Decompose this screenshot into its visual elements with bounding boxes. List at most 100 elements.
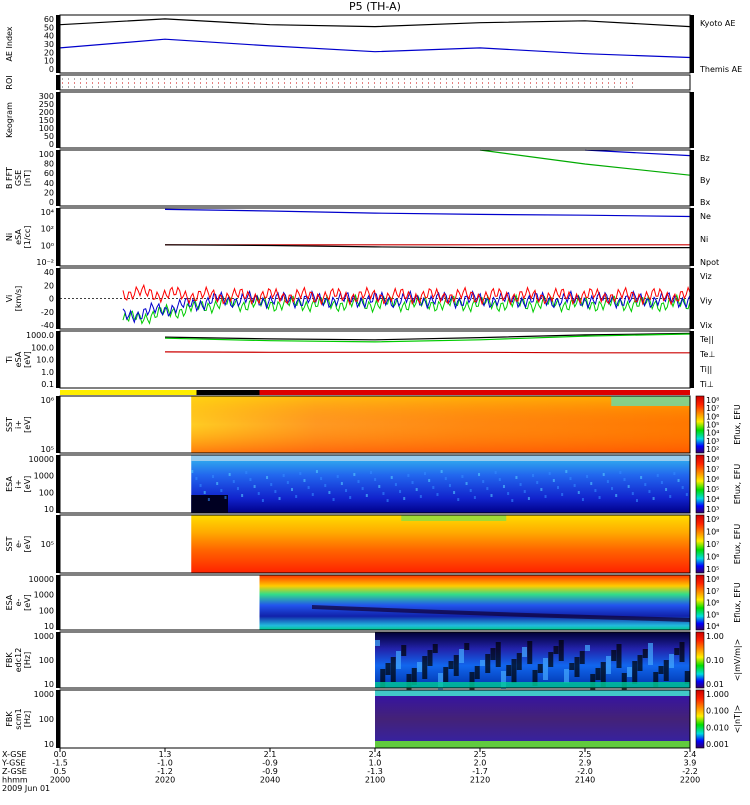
x-tick-label: 2100 — [365, 776, 385, 785]
y-tick-label: 100 — [39, 606, 54, 615]
y-tick-label: 10⁴ — [41, 208, 54, 217]
colorbar-tick-label: 10⁸ — [706, 575, 719, 584]
fbk-edc12-texture-pixel — [553, 646, 559, 654]
fbk-edc12-texture-pixel — [585, 645, 590, 651]
x-tick-label: 2.9 — [579, 759, 592, 768]
esa-ion-texture-pixel — [378, 485, 381, 488]
esa-ion-texture-pixel — [349, 496, 352, 499]
x-tick-label: -1.3 — [367, 767, 383, 776]
left-tick-strip — [56, 15, 60, 73]
y-axis-label: SST — [5, 536, 14, 551]
fbk-edc12-texture-pixel — [427, 650, 433, 666]
left-tick-strip — [56, 515, 60, 573]
y-tick-label: 10⁰ — [41, 241, 54, 250]
y-tick-label: 100.0 — [31, 343, 54, 352]
fbk-edc12-texture-pixel — [532, 670, 538, 686]
colorbar-tick-label: 10² — [706, 445, 719, 454]
colorbar-tick-label: 10⁴ — [706, 622, 719, 631]
colorbar-unit-label: Eflux, EFU — [733, 582, 742, 623]
fbk-edc12-texture-pixel — [527, 641, 533, 664]
x-tick-label: 2.1 — [264, 750, 277, 759]
fbk-scm1-spectrogram — [375, 690, 690, 748]
esa-ion-texture-pixel — [340, 482, 343, 485]
colorbar-tick-label: 10⁴ — [706, 429, 719, 438]
esa-ion-texture-pixel — [507, 492, 510, 495]
legend-entry: Vix — [700, 321, 713, 330]
fbk-edc12-texture-pixel — [653, 672, 659, 687]
legend-entry: Ti|| — [699, 365, 712, 374]
y-tick-label: 0 — [49, 65, 54, 74]
colorbar-cb_sst_e — [695, 514, 705, 574]
fbk-edc12-texture-pixel — [648, 643, 653, 665]
esa-ion-texture-pixel — [374, 478, 377, 481]
fbk-edc12-texture-pixel — [658, 666, 664, 674]
y-axis-label: i+ — [14, 420, 23, 429]
y-tick-label: 1000 — [34, 690, 54, 699]
y-tick-label: 10⁵ — [41, 445, 54, 454]
esa-ion-texture-pixel — [295, 495, 298, 498]
x-axis-row-label: 2009 Jun 01 — [2, 784, 50, 793]
esa-ion-texture-pixel — [565, 470, 568, 473]
esa-ion-texture-pixel — [590, 482, 593, 485]
y-axis-label: [1/cc] — [23, 226, 32, 249]
y-tick-label: 100 — [39, 488, 54, 497]
esa-ion-texture-pixel — [345, 489, 348, 492]
legend-entry: By — [700, 176, 710, 185]
colorbar-tick-label: 0.001 — [706, 740, 729, 749]
x-tick-label: 2120 — [470, 776, 490, 785]
y-axis-label: FBK — [5, 711, 14, 727]
esa-ion-texture-pixel — [212, 475, 215, 478]
x-tick-label: 2.0 — [474, 759, 487, 768]
esa-ion-texture-pixel — [369, 471, 372, 474]
esa-ion-texture-pixel — [669, 495, 672, 498]
left-tick-strip — [56, 690, 60, 748]
legend-entry: Themis AE — [699, 65, 742, 74]
y-axis-label: e- — [14, 598, 23, 606]
x-tick-label: -1.7 — [472, 767, 488, 776]
y-axis-label: e- — [14, 540, 23, 548]
x-tick-label: 2020 — [155, 776, 175, 785]
y-axis-label: [eV] — [23, 594, 32, 611]
series-line-ti- — [164, 333, 691, 343]
fbk-edc12-texture-pixel — [595, 668, 601, 680]
colorbar-tick-label: 0.10 — [706, 656, 724, 665]
y-tick-label: 10⁻² — [36, 258, 54, 267]
fbk-edc12-texture-pixel — [537, 664, 543, 673]
y-tick-label: 1000 — [34, 472, 54, 481]
fbk-edc12-texture-pixel — [548, 652, 554, 667]
y-tick-label: 20 — [44, 188, 54, 197]
y-tick-label: 0 — [49, 140, 54, 149]
colorbar-tick-label: 1.000 — [706, 690, 729, 699]
colorbar-tick-label: 10⁵ — [706, 485, 719, 494]
y-axis-label: [nT] — [23, 170, 32, 186]
esa-ion-texture-pixel — [228, 473, 231, 476]
fbk-edc12-texture-pixel — [516, 653, 522, 670]
fbk-edc12-texture-pixel — [600, 662, 606, 687]
esa-ion-texture-pixel — [598, 496, 601, 499]
y-tick-label: 80 — [44, 160, 54, 169]
x-tick-label: 2000 — [50, 776, 70, 785]
fbk-edc12-texture-pixel — [495, 642, 501, 667]
x-tick-label: -2.2 — [682, 767, 698, 776]
vi-component-trace — [122, 289, 691, 324]
series-line-te- — [164, 351, 690, 354]
esa-ion-texture-pixel — [419, 495, 422, 498]
y-tick-label: 1000.0 — [26, 331, 54, 340]
esa-ion-texture-pixel — [328, 491, 331, 494]
legend-entry: Ni — [700, 235, 708, 244]
esa-ion-texture-pixel — [527, 497, 530, 500]
esa-ion-texture-pixel — [552, 479, 555, 482]
esa-ion-texture-pixel — [278, 497, 281, 500]
y-axis-label: B FFT — [5, 167, 14, 189]
x-tick-label: 0.5 — [54, 767, 67, 776]
y-tick-label: 100 — [39, 124, 54, 133]
colorbar-tick-label: 10⁶ — [706, 475, 719, 484]
x-axis-row-label: Y-GSE — [1, 759, 25, 768]
panel-frame-ni — [59, 207, 691, 267]
fbk-edc12-texture-pixel — [663, 660, 669, 681]
fbk-edc12-texture-pixel — [474, 666, 480, 679]
esa-ion-texture-pixel — [407, 474, 410, 477]
series-line-npot — [164, 208, 691, 218]
esa-ion-texture-pixel — [602, 473, 605, 476]
